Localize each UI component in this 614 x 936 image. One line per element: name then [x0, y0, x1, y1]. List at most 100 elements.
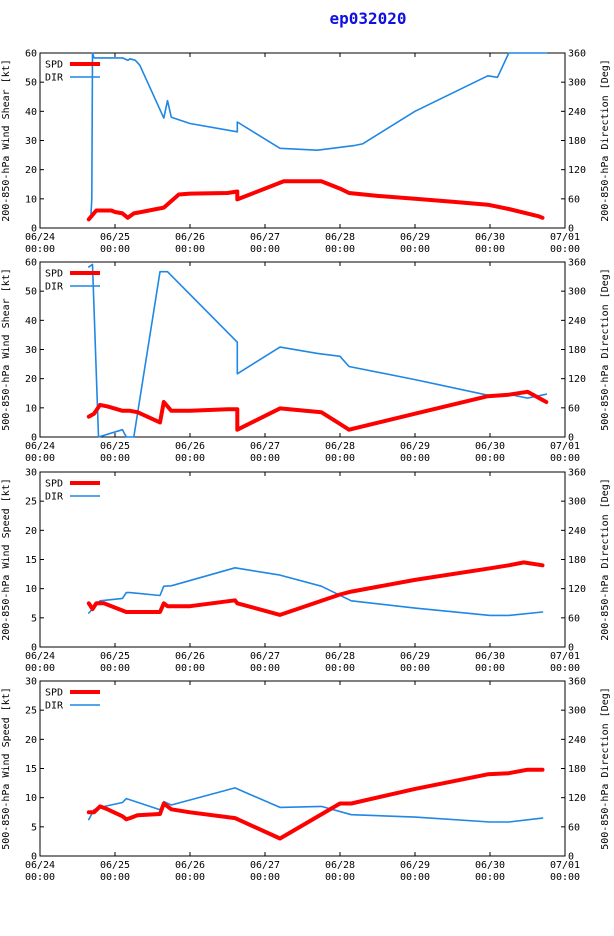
x-tick-sublabel: 00:00 [250, 453, 280, 464]
y-tick-label: 20 [25, 165, 37, 176]
x-tick-sublabel: 00:00 [325, 663, 355, 674]
x-tick-sublabel: 00:00 [25, 453, 55, 464]
y2-tick-label: 360 [568, 258, 586, 269]
legend-label-spd: SPD [45, 688, 63, 699]
x-tick-sublabel: 00:00 [400, 244, 430, 255]
y-tick-label: 15 [25, 764, 37, 775]
x-tick-label: 06/26 [175, 651, 205, 662]
y2-tick-label: 60 [568, 613, 580, 624]
x-tick-label: 06/25 [100, 860, 130, 871]
x-tick-sublabel: 00:00 [175, 244, 205, 255]
y-tick-label: 10 [25, 403, 37, 414]
x-tick-label: 06/26 [175, 232, 205, 243]
x-tick-sublabel: 00:00 [100, 453, 130, 464]
y2-tick-label: 120 [568, 374, 586, 385]
x-tick-label: 06/26 [175, 441, 205, 452]
y-tick-label: 0 [31, 643, 37, 654]
y2-axis-label: 200-850-hPa Direction [Deg] [600, 59, 611, 222]
y-tick-label: 20 [25, 735, 37, 746]
x-tick-sublabel: 00:00 [475, 663, 505, 674]
y-tick-label: 60 [25, 49, 37, 60]
x-tick-label: 06/29 [400, 441, 430, 452]
y2-tick-label: 240 [568, 316, 586, 327]
x-tick-label: 06/28 [325, 232, 355, 243]
x-tick-sublabel: 00:00 [100, 663, 130, 674]
x-tick-sublabel: 00:00 [475, 453, 505, 464]
y-tick-label: 50 [25, 287, 37, 298]
chart-panel-2: 06/2400:0006/2500:0006/2600:0006/2700:00… [1, 258, 611, 465]
series-line-spd [86, 179, 545, 222]
panels: 06/2400:0006/2500:0006/2600:0006/2700:00… [1, 49, 611, 884]
x-tick-sublabel: 00:00 [175, 872, 205, 883]
y-axis-label: 200-850-hPa Wind Speed [kt] [1, 478, 12, 641]
y2-tick-label: 360 [568, 49, 586, 60]
x-tick-label: 06/24 [25, 232, 55, 243]
x-tick-sublabel: 00:00 [250, 872, 280, 883]
y2-tick-label: 180 [568, 764, 586, 775]
x-tick-label: 06/24 [25, 441, 55, 452]
x-tick-label: 07/01 [550, 441, 580, 452]
y2-tick-label: 60 [568, 403, 580, 414]
legend-label-dir: DIR [45, 701, 64, 712]
y-tick-label: 25 [25, 706, 37, 717]
y-tick-label: 30 [25, 468, 37, 479]
x-tick-sublabel: 00:00 [175, 663, 205, 674]
x-tick-label: 06/25 [100, 651, 130, 662]
y2-axis-label: 500-850-hPa Direction [Deg] [600, 268, 611, 431]
y-tick-label: 50 [25, 78, 37, 89]
legend-label-dir: DIR [45, 492, 64, 503]
y-tick-label: 60 [25, 258, 37, 269]
x-tick-sublabel: 00:00 [100, 244, 130, 255]
y2-tick-label: 240 [568, 735, 586, 746]
y2-tick-label: 120 [568, 584, 586, 595]
y2-tick-label: 240 [568, 526, 586, 537]
x-tick-label: 06/28 [325, 651, 355, 662]
series-line-dir [88, 566, 544, 617]
x-tick-sublabel: 00:00 [25, 872, 55, 883]
x-tick-sublabel: 00:00 [400, 453, 430, 464]
y2-tick-label: 120 [568, 165, 586, 176]
x-tick-label: 06/25 [100, 232, 130, 243]
y2-tick-label: 300 [568, 497, 586, 508]
legend-label-dir: DIR [45, 282, 64, 293]
x-tick-sublabel: 00:00 [325, 453, 355, 464]
y2-tick-label: 60 [568, 822, 580, 833]
y-axis-label: 200-850-hPa Wind Shear [kt] [1, 59, 12, 222]
x-tick-label: 06/24 [25, 860, 55, 871]
x-tick-sublabel: 00:00 [400, 872, 430, 883]
plot-frame [39, 471, 566, 648]
y2-axis-label: 500-850-hPa Direction [Deg] [600, 687, 611, 850]
legend-label-dir: DIR [45, 73, 64, 84]
x-tick-sublabel: 00:00 [550, 663, 580, 674]
x-tick-label: 06/25 [100, 441, 130, 452]
y2-tick-label: 300 [568, 287, 586, 298]
legend-label-spd: SPD [45, 60, 63, 71]
figure-title: ep032020 [329, 9, 406, 28]
y-tick-label: 40 [25, 316, 37, 327]
y-tick-label: 20 [25, 374, 37, 385]
legend-label-spd: SPD [45, 479, 63, 490]
x-tick-sublabel: 00:00 [550, 872, 580, 883]
series-line-dir [88, 52, 548, 221]
y2-tick-label: 180 [568, 555, 586, 566]
y2-tick-label: 180 [568, 136, 586, 147]
y-tick-label: 30 [25, 345, 37, 356]
x-tick-sublabel: 00:00 [100, 872, 130, 883]
y2-tick-label: 0 [568, 224, 574, 235]
y2-tick-label: 120 [568, 793, 586, 804]
x-tick-sublabel: 00:00 [475, 872, 505, 883]
y-tick-label: 30 [25, 136, 37, 147]
y-tick-label: 40 [25, 107, 37, 118]
x-tick-sublabel: 00:00 [25, 663, 55, 674]
chart-panel-3: 06/2400:0006/2500:0006/2600:0006/2700:00… [1, 468, 611, 675]
y2-tick-label: 0 [568, 643, 574, 654]
y2-tick-label: 0 [568, 852, 574, 863]
x-tick-label: 06/27 [250, 232, 280, 243]
series-line-dir [88, 787, 544, 823]
x-tick-sublabel: 00:00 [25, 244, 55, 255]
x-tick-label: 06/30 [475, 232, 505, 243]
x-tick-label: 06/28 [325, 441, 355, 452]
x-tick-label: 06/30 [475, 441, 505, 452]
y2-tick-label: 60 [568, 194, 580, 205]
